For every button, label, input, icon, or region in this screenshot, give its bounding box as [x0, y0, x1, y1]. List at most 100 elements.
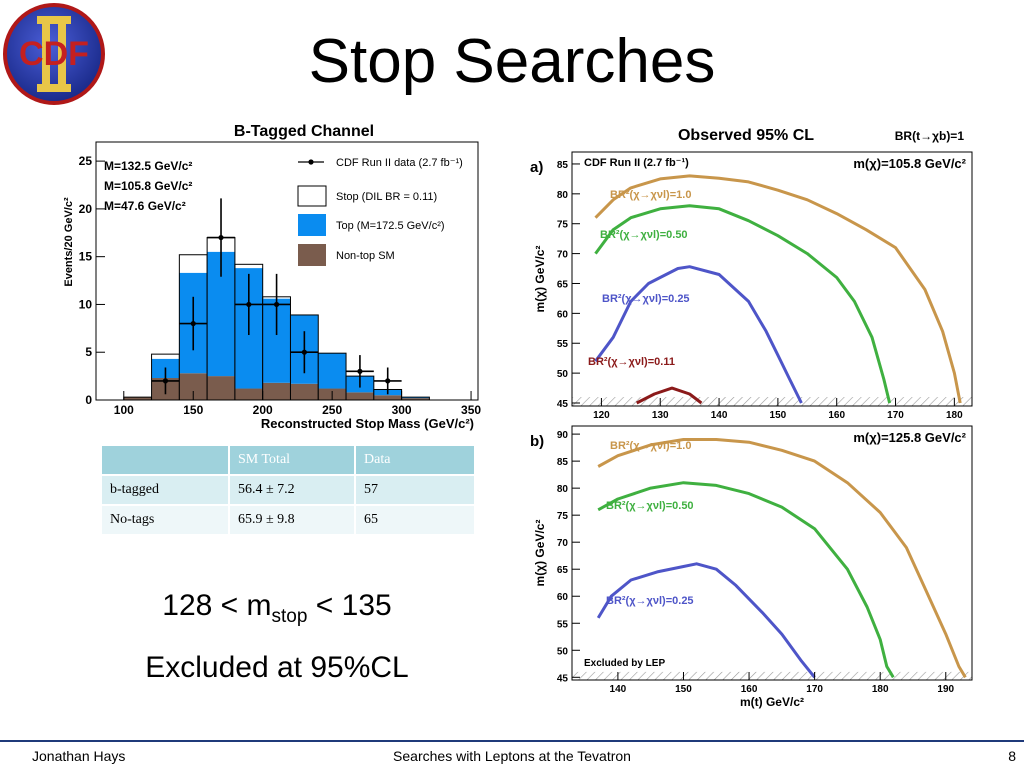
y-tick-label: 70 — [557, 538, 569, 549]
y-tick-label: 50 — [557, 369, 569, 380]
y-tick-label: 65 — [557, 279, 569, 290]
histogram-frame — [95, 141, 479, 401]
y-tick-label: 15 — [79, 250, 93, 264]
panel-ylabel: m(χ) GeV/c² — [533, 246, 547, 313]
curve-label: BR²(χ→χνl)=0.50 — [600, 229, 688, 241]
lep-note: Excluded by LEP — [584, 658, 665, 669]
x-tick-label: 140 — [610, 684, 627, 695]
curve-label: BR²(χ→χνl)=0.25 — [602, 293, 690, 305]
panel-xlabel: m(t) GeV/c² — [740, 695, 804, 709]
nontop-bar — [401, 398, 430, 400]
x-tick-label: 170 — [887, 410, 904, 421]
mass-window-sub: stop — [271, 606, 308, 627]
table-cell: 65.9 ± 9.8 — [229, 504, 356, 534]
y-tick-label: 65 — [557, 565, 569, 576]
panel-frame — [571, 425, 973, 681]
mass-window-text: 128 < mstop < 135 — [100, 584, 454, 639]
legend-data-marker — [308, 159, 314, 165]
exclusion-title: Observed 95% CL — [678, 127, 814, 144]
footer-page-number: 8 — [1008, 748, 1016, 764]
table-cell: 57 — [355, 474, 476, 505]
data-point — [246, 301, 252, 308]
y-tick-label: 80 — [557, 190, 569, 201]
exclusion-curve — [636, 386, 703, 405]
mass-parameter: M=105.8 GeV/c² — [104, 179, 192, 193]
curve-label: BR²(χ→χνl)=0.25 — [606, 595, 694, 607]
data-point — [162, 378, 169, 384]
nontop-bar — [373, 395, 402, 400]
curve-label: BR²(χ→χνl)=1.0 — [610, 440, 691, 452]
table-header-row: SM Total Data — [102, 446, 476, 475]
x-tick-label: 160 — [828, 410, 845, 421]
x-tick-label: 190 — [937, 684, 954, 695]
exclusion-curve — [594, 174, 962, 404]
table-header-cell: SM Total — [229, 446, 356, 475]
data-point — [190, 320, 196, 327]
y-tick-label: 70 — [557, 250, 569, 261]
table-cell: b-tagged — [102, 474, 230, 505]
x-tick-label: 250 — [322, 403, 342, 417]
x-tick-label: 180 — [872, 684, 889, 695]
y-tick-label: 50 — [557, 646, 569, 657]
legend-entry: Stop (DIL BR = 0.11) — [336, 191, 437, 203]
exclusion-plots: Observed 95% CL BR(t→χb)=1 BR²(χ→χνl)=1.0 B… — [530, 127, 973, 709]
exclusion-curve — [594, 204, 892, 404]
mass-window-lo: 128 < m — [162, 589, 272, 622]
footer-author: Jonathan Hays — [32, 748, 126, 764]
y-tick-label: 45 — [557, 399, 569, 410]
mass-parameter: M=132.5 GeV/c² — [104, 159, 192, 173]
legend-entry: CDF Run II data (2.7 fb⁻¹) — [336, 157, 463, 169]
data-point — [218, 234, 224, 241]
y-tick-label: 60 — [557, 309, 569, 320]
br-top-label: BR(t→χb)=1 — [895, 129, 965, 143]
exclusion-curve — [597, 438, 967, 679]
y-tick-label: 90 — [557, 430, 569, 441]
legend-top-swatch — [298, 214, 326, 236]
table-header-cell — [102, 446, 230, 475]
nontop-bar — [346, 392, 374, 400]
exclusion-curve — [597, 481, 895, 679]
x-tick-label: 130 — [652, 410, 669, 421]
legend-entry: Non-top SM — [336, 250, 395, 262]
data-point — [273, 301, 280, 308]
data-point — [385, 378, 391, 384]
x-tick-label: 150 — [183, 403, 203, 417]
table-row: b-tagged 56.4 ± 7.2 57 — [102, 474, 476, 505]
panel-mass-label: m(χ)=105.8 GeV/c² — [853, 156, 966, 171]
y-tick-label: 85 — [557, 457, 569, 468]
panel-tag: a) — [530, 159, 543, 176]
histogram-xlabel: Reconstructed Stop Mass (GeV/c²) — [261, 416, 474, 431]
lep-excluded-band — [572, 397, 972, 406]
y-tick-label: 75 — [557, 511, 569, 522]
x-tick-label: 350 — [461, 403, 481, 417]
histogram-title: B-Tagged Channel — [234, 123, 374, 140]
x-tick-label: 160 — [741, 684, 758, 695]
panel-mass-label: m(χ)=125.8 GeV/c² — [853, 430, 966, 445]
panel-tag: b) — [530, 433, 544, 450]
curve-label: BR²(χ→χνl)=0.50 — [606, 500, 694, 512]
data-point — [301, 349, 307, 355]
logo-text: CDF — [19, 35, 89, 73]
y-tick-label: 10 — [79, 297, 93, 311]
exclusion-curve — [596, 562, 816, 679]
y-tick-label: 45 — [557, 673, 569, 684]
y-tick-label: 5 — [85, 345, 92, 359]
top-bar — [318, 353, 347, 389]
x-tick-label: 300 — [392, 403, 412, 417]
histogram-ylabel: Events/20 GeV/c² — [63, 197, 75, 287]
panel-ylabel: m(χ) GeV/c² — [533, 520, 547, 587]
cdf-logo: CDF — [3, 3, 105, 105]
mass-parameter: M=47.6 GeV/c² — [104, 199, 186, 213]
x-tick-label: 100 — [114, 403, 134, 417]
y-tick-label: 55 — [557, 339, 569, 350]
nontop-bar — [123, 397, 152, 400]
legend-stop-swatch — [297, 185, 327, 207]
excluded-text: Excluded at 95%CL — [145, 651, 409, 684]
nontop-bar — [290, 383, 319, 400]
x-tick-label: 120 — [593, 410, 610, 421]
y-tick-label: 85 — [557, 160, 569, 171]
nontop-bar — [234, 388, 263, 400]
y-tick-label: 0 — [85, 393, 92, 407]
x-tick-label: 150 — [770, 410, 787, 421]
b-tagged-histogram: B-Tagged Channel 100 150 200 250 300 350 0 5 10 15… — [63, 123, 481, 431]
